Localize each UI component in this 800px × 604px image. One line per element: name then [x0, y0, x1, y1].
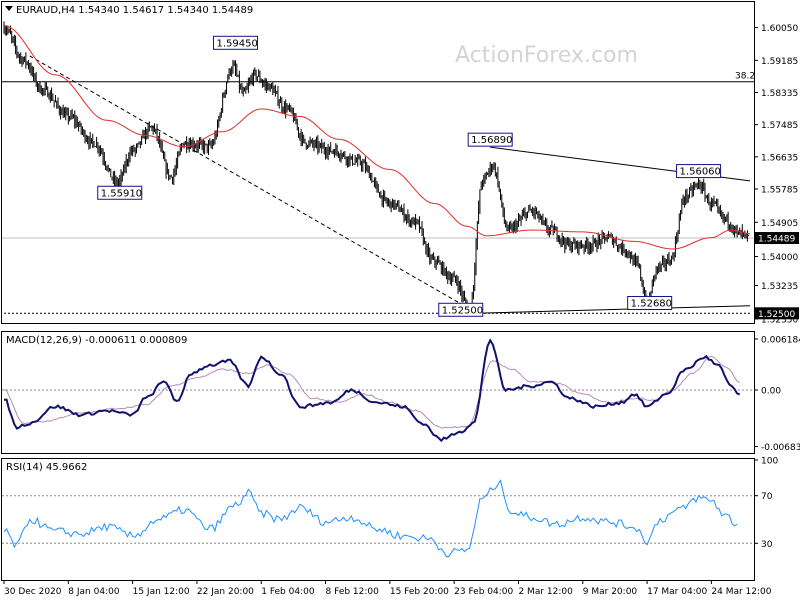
price-annotation-label: 1.52680 — [631, 298, 672, 309]
macd-y-tick-label: 0.006184 — [761, 335, 800, 345]
price-y-tick-label: 1.55785 — [761, 185, 798, 195]
price-panel-title: EURAUD,H4 1.54340 1.54617 1.54340 1.5448… — [16, 5, 253, 16]
price-y-tick-label: 1.56635 — [761, 153, 798, 163]
price-y-tick-label: 1.58335 — [761, 89, 798, 99]
fib-38-label: 38.2 — [735, 72, 755, 82]
price-annotation-label: 1.59450 — [217, 38, 258, 49]
price-annotation: 1.56890 — [468, 133, 512, 146]
price-annotation-label: 1.52500 — [442, 305, 483, 316]
time-axis-label: 9 Mar 20:00 — [583, 587, 638, 597]
price-y-tick-label: 1.60050 — [761, 24, 798, 34]
time-axis-label: 2 Mar 12:00 — [518, 587, 573, 597]
time-axis-label: 22 Jan 20:00 — [197, 587, 254, 597]
macd-panel-title: MACD(12,26,9) -0.000611 0.000809 — [6, 335, 187, 346]
time-axis-label: 15 Feb 20:00 — [390, 587, 449, 597]
time-axis-label: 23 Feb 04:00 — [454, 587, 513, 597]
price-annotation-label: 1.55910 — [101, 188, 142, 199]
current-price-tag-label: 1.54489 — [758, 235, 795, 245]
macd-y-tick-label: 0.00 — [761, 387, 781, 397]
price-annotation: 1.52680 — [628, 296, 672, 309]
price-annotation-label: 1.56060 — [680, 167, 721, 178]
time-axis-label: 30 Dec 2020 — [4, 587, 62, 597]
time-axis-label: 8 Jan 04:00 — [68, 587, 120, 597]
rsi-panel-title: RSI(14) 45.9662 — [6, 462, 87, 473]
price-annotation: 1.59450 — [214, 36, 258, 49]
time-axis-label: 8 Feb 12:00 — [326, 587, 380, 597]
price-y-tick-label: 1.54905 — [761, 219, 798, 229]
price-y-tick-label: 1.59185 — [761, 57, 798, 67]
rsi-y-tick-label: 70 — [761, 492, 773, 502]
macd-y-tick-label: -0.006837 — [761, 443, 800, 453]
rsi-y-tick-label: 100 — [761, 457, 778, 467]
time-axis-label: 1 Feb 04:00 — [261, 587, 315, 597]
time-axis-label: 15 Jan 12:00 — [133, 587, 190, 597]
time-axis-label: 24 Mar 12:00 — [711, 587, 771, 597]
price-annotation: 1.56060 — [677, 165, 721, 178]
price-y-tick-label: 1.54000 — [761, 253, 798, 263]
time-axis-label: 17 Mar 04:00 — [647, 587, 707, 597]
price-y-tick-label: 1.57485 — [761, 121, 798, 131]
price-annotation: 1.55910 — [98, 186, 142, 199]
level-tag-label: 1.52500 — [758, 310, 795, 320]
price-y-tick-label: 1.53235 — [761, 282, 798, 292]
price-annotation: 1.52500 — [439, 303, 483, 316]
watermark: ActionForex.com — [455, 43, 638, 68]
rsi-y-tick-label: 30 — [761, 540, 773, 550]
price-annotation-label: 1.56890 — [471, 135, 512, 146]
